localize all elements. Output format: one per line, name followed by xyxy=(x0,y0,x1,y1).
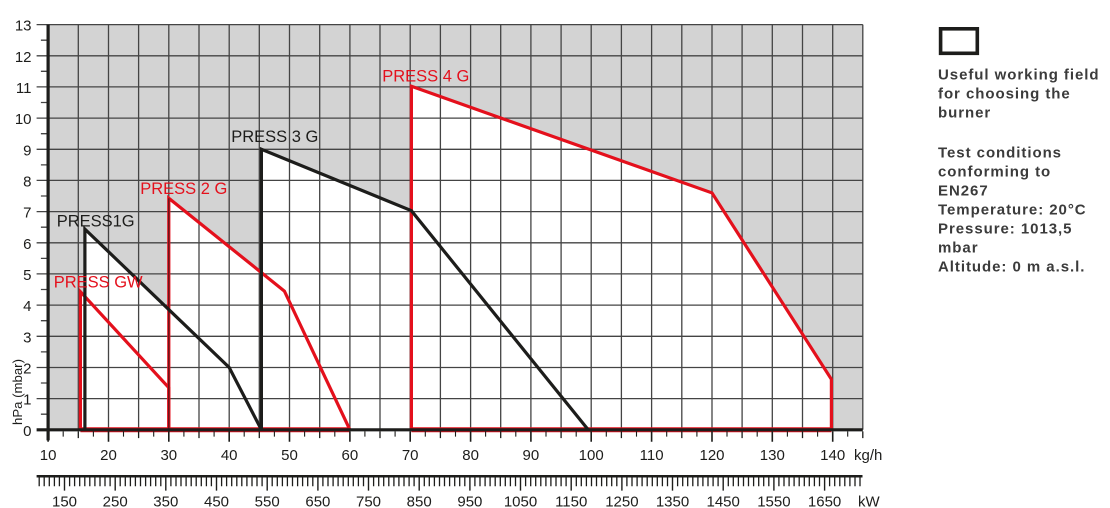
svg-text:PRESS 2 G: PRESS 2 G xyxy=(140,180,227,198)
svg-text:40: 40 xyxy=(221,447,238,464)
svg-text:5: 5 xyxy=(23,267,31,284)
svg-text:10: 10 xyxy=(15,111,32,128)
svg-text:1650: 1650 xyxy=(808,494,841,508)
svg-text:7: 7 xyxy=(23,205,31,222)
svg-text:650: 650 xyxy=(305,494,330,508)
svg-text:Pressure: 1013,5: Pressure: 1013,5 xyxy=(938,221,1072,238)
svg-text:70: 70 xyxy=(402,447,419,464)
svg-text:1550: 1550 xyxy=(757,494,790,508)
svg-text:80: 80 xyxy=(462,447,479,464)
svg-text:13: 13 xyxy=(15,18,32,35)
svg-text:Altitude: 0 m a.s.l.: Altitude: 0 m a.s.l. xyxy=(938,259,1085,276)
svg-text:12: 12 xyxy=(15,49,32,66)
svg-text:450: 450 xyxy=(204,494,229,508)
svg-text:140: 140 xyxy=(820,447,845,464)
svg-text:Temperature: 20°C: Temperature: 20°C xyxy=(938,202,1087,219)
svg-text:burner: burner xyxy=(938,105,991,122)
svg-text:hPa (mbar): hPa (mbar) xyxy=(10,359,25,425)
svg-text:350: 350 xyxy=(153,494,178,508)
svg-text:Useful working field: Useful working field xyxy=(938,67,1100,84)
svg-text:3: 3 xyxy=(23,329,31,346)
svg-text:30: 30 xyxy=(160,447,177,464)
svg-text:11: 11 xyxy=(16,80,32,97)
svg-text:150: 150 xyxy=(52,494,77,508)
svg-text:250: 250 xyxy=(103,494,128,508)
svg-text:1050: 1050 xyxy=(504,494,537,508)
svg-text:PRESS 3 G: PRESS 3 G xyxy=(231,128,318,146)
svg-text:130: 130 xyxy=(760,447,785,464)
svg-text:100: 100 xyxy=(579,447,604,464)
svg-text:90: 90 xyxy=(523,447,540,464)
svg-text:1450: 1450 xyxy=(707,494,740,508)
svg-text:1250: 1250 xyxy=(605,494,638,508)
svg-text:Test conditions: Test conditions xyxy=(938,145,1062,162)
svg-text:8: 8 xyxy=(23,173,31,190)
svg-text:550: 550 xyxy=(255,494,280,508)
svg-text:conforming to: conforming to xyxy=(938,164,1051,181)
svg-text:750: 750 xyxy=(356,494,381,508)
svg-text:1: 1 xyxy=(23,392,31,409)
svg-text:120: 120 xyxy=(699,447,724,464)
svg-text:950: 950 xyxy=(457,494,482,508)
svg-text:2: 2 xyxy=(23,361,31,378)
svg-text:PRESS 4 G: PRESS 4 G xyxy=(382,67,469,85)
svg-text:50: 50 xyxy=(281,447,298,464)
svg-text:0: 0 xyxy=(23,423,31,440)
svg-text:6: 6 xyxy=(23,236,31,253)
svg-text:mbar: mbar xyxy=(938,240,978,257)
svg-text:9: 9 xyxy=(23,142,31,159)
svg-text:1150: 1150 xyxy=(555,494,587,508)
svg-text:for choosing the: for choosing the xyxy=(938,86,1071,103)
svg-text:4: 4 xyxy=(23,298,31,315)
svg-text:20: 20 xyxy=(100,447,117,464)
svg-text:PRESS GW: PRESS GW xyxy=(54,273,143,291)
svg-text:kW: kW xyxy=(858,494,881,508)
svg-text:PRESS1G: PRESS1G xyxy=(57,212,135,230)
svg-text:1350: 1350 xyxy=(656,494,689,508)
svg-text:EN267: EN267 xyxy=(938,183,989,200)
svg-text:850: 850 xyxy=(407,494,432,508)
svg-text:kg/h: kg/h xyxy=(854,447,882,464)
svg-text:10: 10 xyxy=(40,447,57,464)
svg-text:60: 60 xyxy=(342,447,359,464)
svg-text:110: 110 xyxy=(640,447,664,464)
